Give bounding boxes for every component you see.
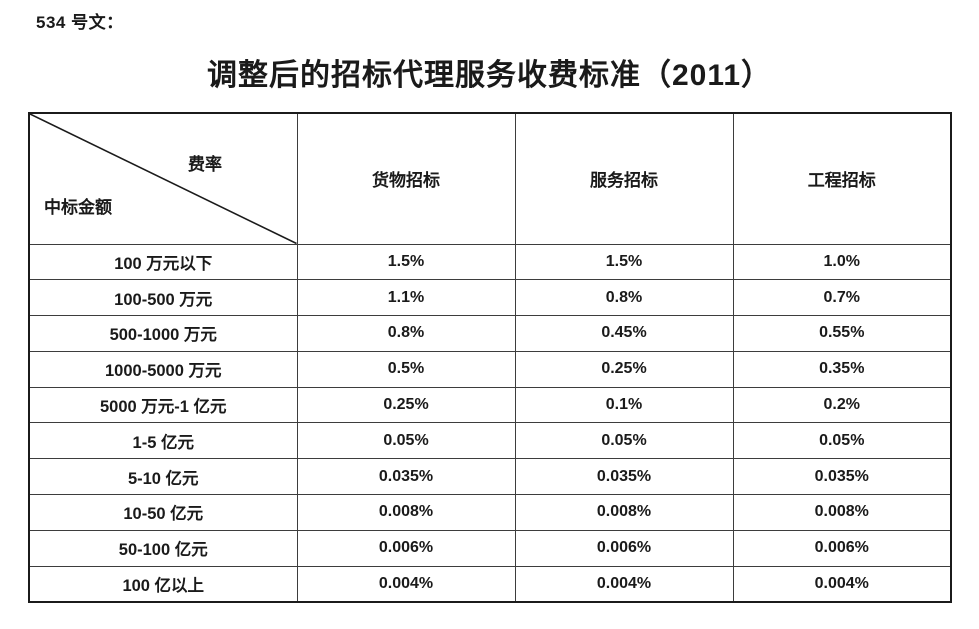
rate-cell: 0.006% [514, 529, 734, 567]
header-row: 费率 中标金额 货物招标 服务招标 工程招标 [28, 112, 952, 245]
amount-cell: 5-10 亿元 [28, 458, 298, 496]
table-row: 100 亿以上 0.004% 0.004% 0.004% [28, 565, 952, 603]
amount-cell: 100 亿以上 [28, 565, 298, 603]
rate-cell: 0.008% [296, 494, 516, 531]
amount-cell: 500-1000 万元 [28, 315, 298, 352]
rate-cell: 0.7% [732, 279, 952, 317]
rate-cell: 0.05% [732, 422, 952, 460]
rate-cell: 0.035% [732, 458, 952, 496]
column-header-goods: 货物招标 [296, 112, 516, 245]
rate-cell: 1.1% [296, 279, 516, 317]
table-row: 50-100 亿元 0.006% 0.006% 0.006% [28, 529, 952, 567]
amount-cell: 1-5 亿元 [28, 422, 298, 460]
rate-cell: 1.0% [732, 243, 952, 281]
rate-cell: 0.035% [296, 458, 516, 496]
column-header-services: 服务招标 [514, 112, 734, 245]
rate-cell: 0.5% [296, 350, 516, 388]
column-header-engineering: 工程招标 [732, 112, 952, 245]
table-row: 500-1000 万元 0.8% 0.45% 0.55% [28, 315, 952, 352]
table-header: 费率 中标金额 货物招标 服务招标 工程招标 [28, 112, 952, 245]
rate-cell: 0.006% [732, 529, 952, 567]
amount-cell: 1000-5000 万元 [28, 350, 298, 388]
rate-cell: 0.25% [514, 350, 734, 388]
rate-cell: 0.008% [732, 494, 952, 531]
table-row: 10-50 亿元 0.008% 0.008% 0.008% [28, 494, 952, 531]
table-body: 100 万元以下 1.5% 1.5% 1.0% 100-500 万元 1.1% … [28, 243, 952, 603]
corner-label-rate: 费率 [188, 155, 222, 174]
rate-cell: 0.8% [296, 315, 516, 352]
amount-cell: 5000 万元-1 亿元 [28, 386, 298, 424]
table-row: 5-10 亿元 0.035% 0.035% 0.035% [28, 458, 952, 496]
rate-cell: 0.035% [514, 458, 734, 496]
rate-cell: 1.5% [296, 243, 516, 281]
amount-cell: 50-100 亿元 [28, 529, 298, 567]
rate-cell: 0.05% [514, 422, 734, 460]
doc-number-label: 534 号文： [36, 13, 124, 32]
fee-rate-table: 费率 中标金额 货物招标 服务招标 工程招标 100 万元以下 1.5% 1.5… [28, 112, 952, 603]
rate-cell: 0.1% [514, 386, 734, 424]
table-row: 100-500 万元 1.1% 0.8% 0.7% [28, 279, 952, 317]
rate-cell: 0.004% [732, 565, 952, 603]
rate-cell: 0.35% [732, 350, 952, 388]
table-row: 5000 万元-1 亿元 0.25% 0.1% 0.2% [28, 386, 952, 424]
rate-cell: 0.45% [514, 315, 734, 352]
page-title: 调整后的招标代理服务收费标准（2011） [206, 59, 773, 92]
rate-cell: 0.006% [296, 529, 516, 567]
rate-cell: 1.5% [514, 243, 734, 281]
diagonal-divider-line [30, 114, 297, 244]
table-row: 1000-5000 万元 0.5% 0.25% 0.35% [28, 350, 952, 388]
corner-cell: 费率 中标金额 [28, 112, 298, 245]
amount-cell: 10-50 亿元 [28, 494, 298, 531]
rate-cell: 0.004% [296, 565, 516, 603]
rate-cell: 0.008% [514, 494, 734, 531]
rate-cell: 0.004% [514, 565, 734, 603]
rate-cell: 0.25% [296, 386, 516, 424]
corner-label-amount: 中标金额 [44, 197, 112, 217]
rate-cell: 0.8% [514, 279, 734, 317]
table-row: 100 万元以下 1.5% 1.5% 1.0% [28, 243, 952, 281]
rate-cell: 0.05% [296, 422, 516, 460]
rate-cell: 0.55% [732, 315, 952, 352]
table-row: 1-5 亿元 0.05% 0.05% 0.05% [28, 422, 952, 460]
rate-cell: 0.2% [732, 386, 952, 424]
amount-cell: 100 万元以下 [28, 243, 298, 281]
amount-cell: 100-500 万元 [28, 279, 298, 317]
